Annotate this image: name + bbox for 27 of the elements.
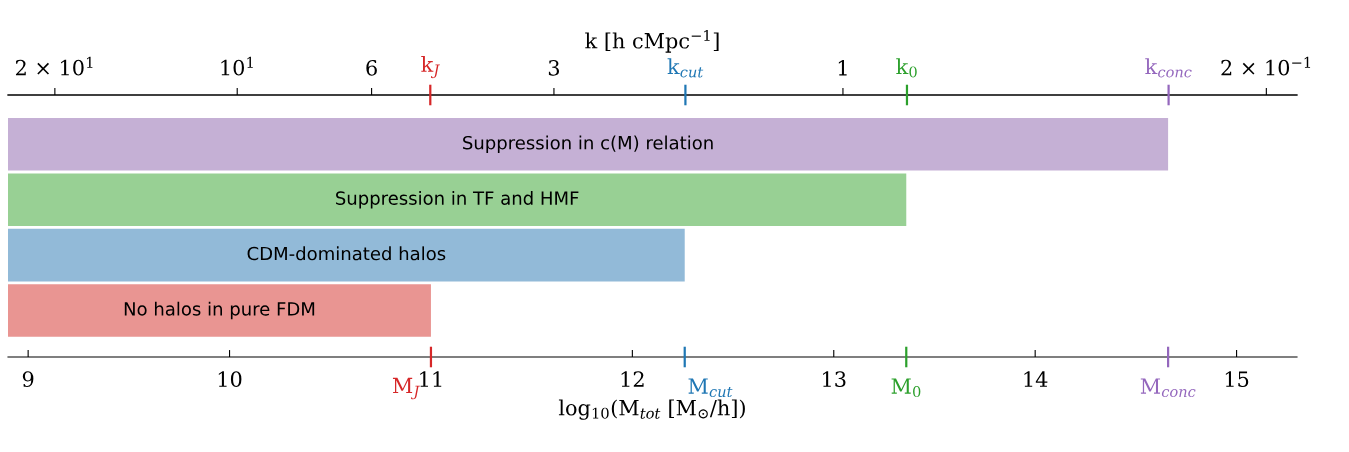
- ref-line-label: M$_{0}$: [891, 378, 921, 398]
- x2-tick-label: 2 × 10$^{1}$: [15, 56, 93, 76]
- x2-tick-label: 6: [366, 59, 377, 76]
- y-tick-label: CDM-dominated halos: [247, 246, 446, 261]
- x2-tick-label: 3: [548, 59, 560, 76]
- x-tick-label: 14: [1024, 371, 1048, 387]
- x2-axis-title: k [h cMpc$^{−1}$]: [585, 29, 719, 53]
- x-tick-label: 13: [823, 371, 846, 388]
- x-tick-label: 15: [1225, 371, 1249, 388]
- ref-line-label: k$_{conc}$: [1145, 58, 1192, 78]
- x-tick-label: 11: [420, 371, 442, 387]
- ref-line-label: k$_{J}$: [421, 56, 440, 79]
- x-axis-title: log$_{10}$(M$_{tot}$ [M$_{⊙}$/h]): [558, 399, 745, 420]
- x-tick-label: 12: [621, 371, 644, 387]
- ref-line-label: M$_{conc}$: [1140, 378, 1196, 398]
- x-tick-label: 10: [218, 371, 242, 388]
- y-tick-label: Suppression in c(M) relation: [463, 135, 713, 154]
- x2-tick-label: 1: [838, 59, 847, 76]
- ref-line-label: k$_{0}$: [896, 58, 917, 78]
- ref-line-label: k$_{cut}$: [667, 58, 704, 78]
- ref-line-label: M$_{J}$: [392, 377, 420, 400]
- y-tick-label: No halos in pure FDM: [124, 301, 315, 320]
- x-tick-label: 9: [22, 371, 34, 388]
- y-tick-label: Suppression in TF and HMF: [336, 190, 579, 209]
- x2-tick-label: 10$^{1}$: [221, 56, 253, 76]
- x2-tick-label: 2 × 10$^{−1}$: [1221, 56, 1311, 76]
- ref-line-label: M$_{cut}$: [688, 378, 733, 398]
